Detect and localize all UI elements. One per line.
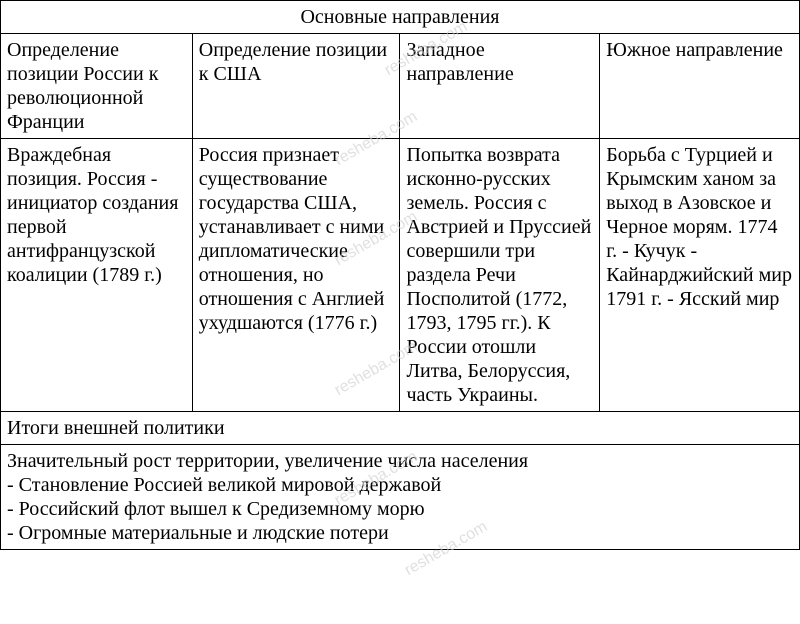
cell-west: Попытка возврата исконно-русских земель.… <box>400 139 600 412</box>
header-usa: Определение позиции к США <box>192 34 400 139</box>
results-body: Значительный рост территории, увеличение… <box>1 445 800 550</box>
cell-south: Борьба с Турцией и Крымским ханом за вых… <box>600 139 800 412</box>
table-title: Основные направления <box>1 1 800 34</box>
table-body-row: Враждебная позиция. Россия - инициатор с… <box>1 139 800 412</box>
table-header-row: Определение позиции России к революционн… <box>1 34 800 139</box>
header-west: Западное направление <box>400 34 600 139</box>
results-title: Итоги внешней политики <box>1 412 800 445</box>
directions-table: Основные направления Определение позиции… <box>0 0 800 550</box>
table-results-body-row: Значительный рост территории, увеличение… <box>1 445 800 550</box>
header-france: Определение позиции России к революционн… <box>1 34 193 139</box>
table-results-title-row: Итоги внешней политики <box>1 412 800 445</box>
table-title-row: Основные направления <box>1 1 800 34</box>
cell-usa: Россия признает существование государств… <box>192 139 400 412</box>
header-south: Южное направление <box>600 34 800 139</box>
cell-france: Враждебная позиция. Россия - инициатор с… <box>1 139 193 412</box>
